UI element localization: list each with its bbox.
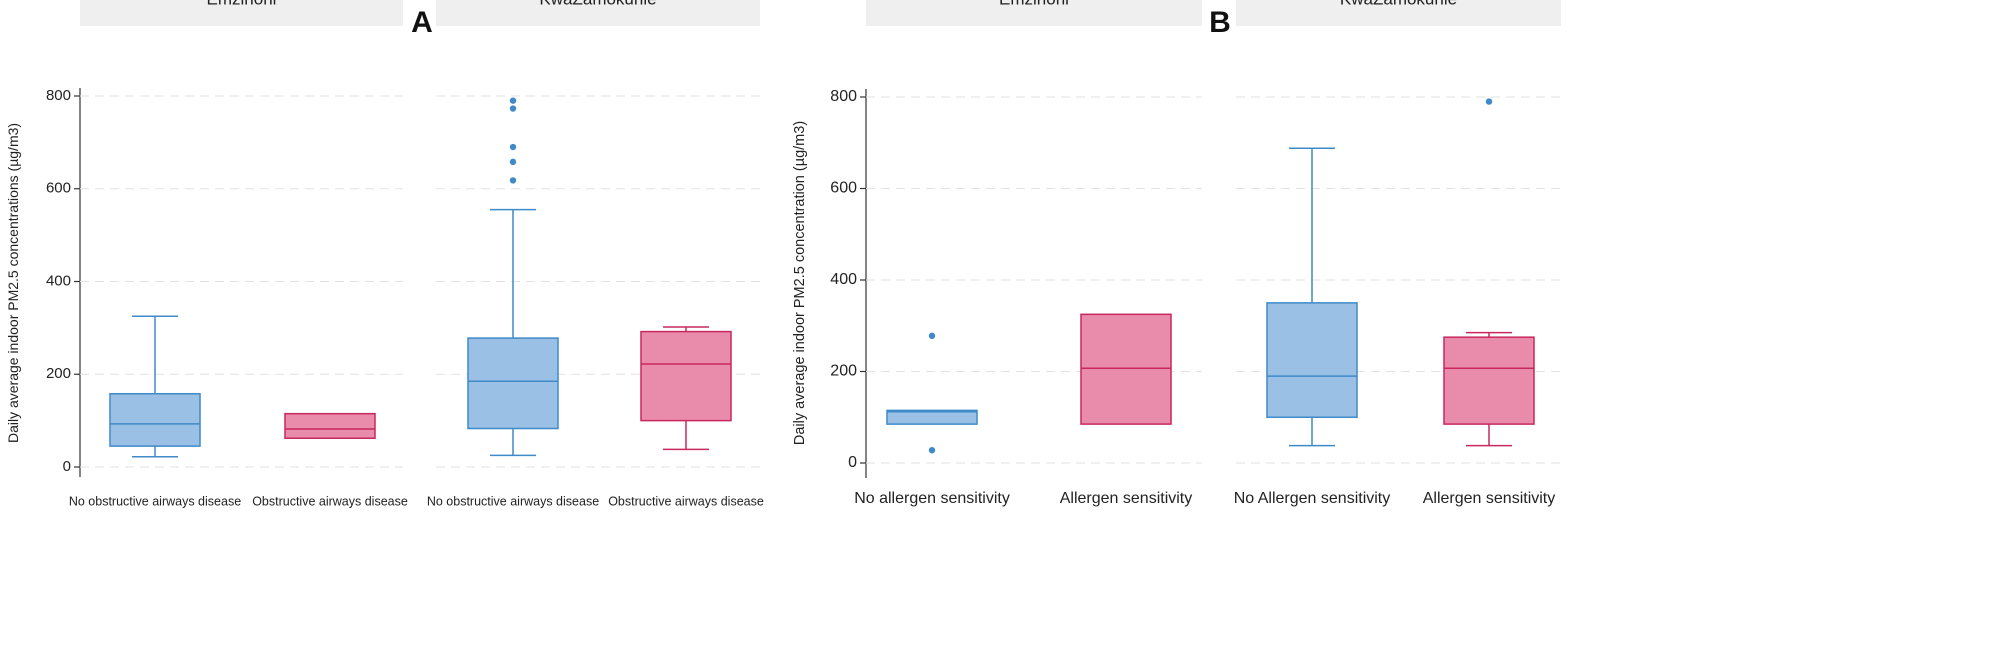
panel-b: B Daily average indoor PM2.5 concentratio… <box>792 0 1561 507</box>
iqr-box <box>109 392 201 447</box>
category-label: Obstructive airways disease <box>252 494 408 508</box>
outlier-point <box>509 177 517 184</box>
facet-title: Emzinoni <box>999 0 1069 8</box>
facet-title: KwaZamokuhle <box>539 0 656 8</box>
panel-letter: B <box>1209 6 1231 39</box>
facet-title: Emzinoni <box>207 0 277 8</box>
facet-strip <box>866 0 1202 26</box>
y-axis-title: Daily average indoor PM2.5 concentration… <box>792 121 808 445</box>
facet-strip <box>1236 0 1561 26</box>
boxplot-no-condition <box>1266 147 1358 447</box>
panel-a: A Daily average indoor PM2.5 concentratio… <box>5 0 764 508</box>
y-tick-label: 600 <box>46 180 71 197</box>
category-label: Obstructive airways disease <box>608 494 764 508</box>
category-label: Allergen sensitivity <box>1423 490 1556 507</box>
boxplot-condition <box>1443 98 1535 447</box>
iqr-box <box>1443 336 1535 425</box>
iqr-box <box>886 409 978 425</box>
boxplot-no-condition <box>886 332 978 454</box>
iqr-box <box>1266 302 1358 418</box>
y-tick-label: 200 <box>46 365 71 382</box>
iqr-box <box>284 412 376 439</box>
category-label: No Allergen sensitivity <box>1234 490 1391 507</box>
iqr-box <box>467 337 559 430</box>
outlier-point <box>928 332 936 340</box>
outlier-point <box>509 97 517 104</box>
outlier-point <box>1485 98 1493 105</box>
category-label: No allergen sensitivity <box>854 490 1010 507</box>
facet-strip <box>80 0 403 26</box>
boxplot-no-condition <box>467 97 559 457</box>
iqr-box <box>1080 313 1172 425</box>
category-label: No obstructive airways disease <box>427 494 599 508</box>
iqr-box <box>640 330 732 422</box>
y-tick-label: 600 <box>830 180 857 197</box>
panel-letter: A <box>411 6 433 39</box>
outlier-point <box>928 446 936 454</box>
y-tick-label: 200 <box>830 363 857 380</box>
boxplot-condition <box>1080 313 1172 425</box>
y-tick-label: 0 <box>848 454 857 471</box>
facet-strip <box>436 0 760 26</box>
y-tick-label: 0 <box>63 458 71 475</box>
boxplot-condition <box>284 412 376 439</box>
outlier-point <box>509 158 517 166</box>
y-tick-label: 800 <box>830 88 857 105</box>
y-tick-label: 400 <box>830 271 857 288</box>
category-label: Allergen sensitivity <box>1060 490 1193 507</box>
y-axis-title: Daily average indoor PM2.5 concentration… <box>5 123 21 443</box>
outlier-point <box>509 143 517 151</box>
boxplot-condition <box>640 326 732 451</box>
outlier-point <box>509 105 517 112</box>
y-tick-label: 400 <box>46 272 71 289</box>
category-label: No obstructive airways disease <box>69 494 241 508</box>
facet-title: KwaZamokuhle <box>1340 0 1457 8</box>
boxplot-no-condition <box>109 315 201 458</box>
y-tick-label: 800 <box>46 87 71 104</box>
